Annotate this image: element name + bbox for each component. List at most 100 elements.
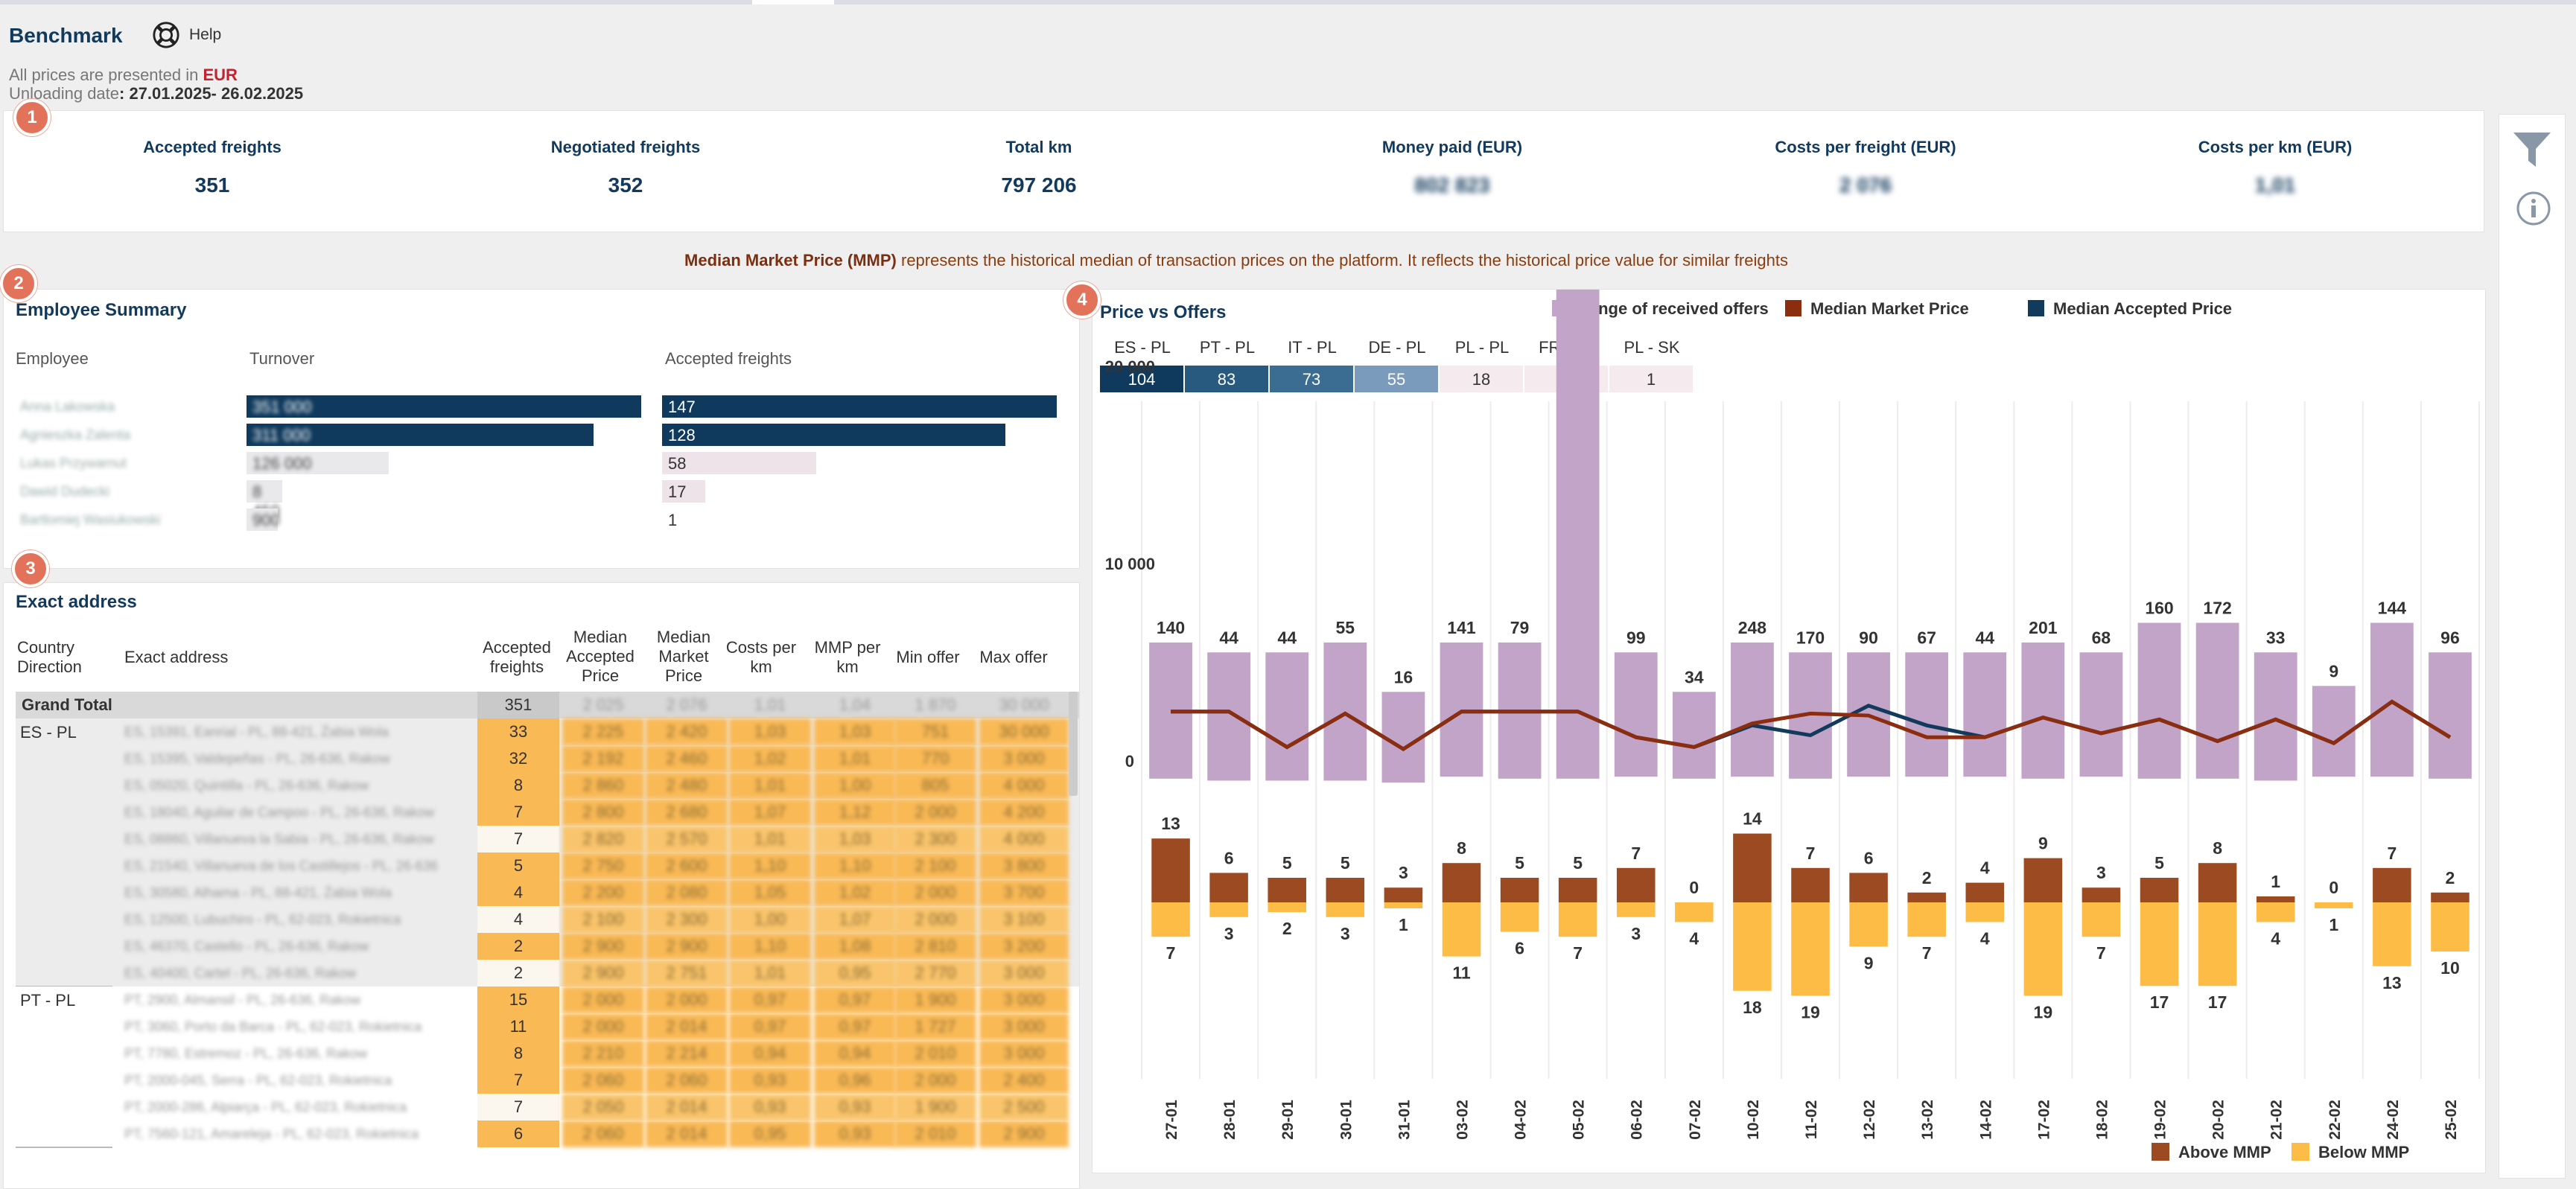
table-row[interactable]: ES, 05020, Quintilla - PL, 26-636, Rakow…: [16, 772, 1079, 799]
above-mmp-bar[interactable]: [1965, 882, 2005, 902]
th-max-offer[interactable]: Max offer: [979, 648, 1048, 666]
offer-range-bar[interactable]: [1207, 652, 1251, 781]
above-mmp-bar[interactable]: [1500, 878, 1539, 902]
offer-range-bar[interactable]: [2021, 643, 2065, 779]
table-row[interactable]: PT, 2900, Almansil - PL, 26-636, Rakow 15…: [16, 986, 1079, 1013]
offer-range-bar[interactable]: [2429, 652, 2472, 779]
above-mmp-bar[interactable]: [2431, 892, 2470, 902]
above-mmp-bar[interactable]: [1268, 878, 1306, 902]
table-row[interactable]: ES, 15391, Eanrial - PL, 88-421, Żabia W…: [16, 718, 1079, 745]
below-mmp-bar[interactable]: [1268, 902, 1306, 913]
th-country-direction[interactable]: Country Direction: [17, 638, 82, 676]
above-mmp-bar[interactable]: [1849, 873, 1888, 902]
table-scrollbar[interactable]: [1069, 692, 1078, 796]
above-mmp-bar[interactable]: [2082, 887, 2121, 902]
offer-range-bar[interactable]: [2079, 652, 2123, 777]
table-row[interactable]: ES, 21540, Villanueva de los Castillejos…: [16, 852, 1079, 879]
turnover-bar[interactable]: 311 000: [247, 424, 594, 446]
table-row[interactable]: PT, 2000-286, Alpiarça - PL, 62-023, Rok…: [16, 1094, 1079, 1121]
above-mmp-bar[interactable]: [1209, 873, 1248, 902]
offer-range-bar[interactable]: [1556, 119, 1600, 779]
below-mmp-bar[interactable]: [2315, 902, 2353, 908]
table-row[interactable]: ES, 12500, Lubuchiro - PL, 62-023, Rokie…: [16, 906, 1079, 933]
above-mmp-bar[interactable]: [2023, 858, 2063, 902]
offer-range-bar[interactable]: [1731, 643, 1774, 777]
accepted-bar[interactable]: 128: [662, 424, 1005, 446]
median-market-price-line[interactable]: [1171, 699, 2452, 752]
below-mmp-bar[interactable]: [2023, 902, 2063, 996]
accepted-bar[interactable]: 58: [662, 452, 816, 474]
table-row[interactable]: ES, 18040, Aguilar de Campoo - PL, 26-63…: [16, 799, 1079, 826]
below-mmp-bar[interactable]: [1209, 902, 1248, 917]
below-mmp-bar[interactable]: [1965, 902, 2005, 922]
below-mmp-bar[interactable]: [1151, 902, 1190, 937]
above-mmp-bar[interactable]: [2198, 863, 2237, 902]
turnover-bar[interactable]: 351 000: [247, 395, 641, 418]
th-accepted-freights[interactable]: Accepted freights: [483, 638, 551, 676]
below-mmp-bar[interactable]: [1442, 902, 1481, 957]
below-mmp-bar[interactable]: [1675, 902, 1714, 922]
above-mmp-bar[interactable]: [1558, 878, 1597, 902]
th-min-offer[interactable]: Min offer: [896, 648, 960, 666]
route-count-box[interactable]: [1100, 366, 1183, 392]
offer-range-bar[interactable]: [1265, 652, 1309, 781]
offer-range-bar[interactable]: [2137, 622, 2181, 779]
above-mmp-bar[interactable]: [1151, 838, 1190, 902]
route-label[interactable]: DE - PL: [1368, 338, 1425, 357]
route-count-box[interactable]: [1270, 366, 1353, 392]
info-icon[interactable]: [2516, 191, 2551, 226]
below-mmp-bar[interactable]: [1326, 902, 1365, 917]
route-count-box[interactable]: [1440, 366, 1523, 392]
below-mmp-bar[interactable]: [2431, 902, 2470, 951]
turnover-bar[interactable]: 8 450: [247, 480, 282, 520]
active-tab[interactable]: [752, 0, 834, 4]
below-mmp-bar[interactable]: [1849, 902, 1888, 947]
help-button[interactable]: Help: [152, 21, 221, 49]
above-mmp-bar[interactable]: [2256, 896, 2295, 902]
below-mmp-bar[interactable]: [1558, 902, 1597, 937]
table-row[interactable]: ES, 08860, Villanueva la Sabia - PL, 26-…: [16, 826, 1079, 852]
route-count-box[interactable]: [1609, 366, 1693, 392]
grand-total-row[interactable]: Grand Total 351 2 025 2 076 1,01 1,04 1 870 30 …: [16, 692, 1079, 718]
below-mmp-bar[interactable]: [2373, 902, 2411, 966]
legend-label[interactable]: Range of received offers: [1577, 299, 1769, 318]
below-mmp-bar[interactable]: [1907, 902, 1946, 937]
route-label[interactable]: PL - PL: [1455, 338, 1510, 357]
offer-range-bar[interactable]: [1381, 692, 1425, 783]
above-mmp-bar[interactable]: [1733, 833, 1772, 902]
below-mmp-bar[interactable]: [1500, 902, 1539, 932]
th-mmp-per-km[interactable]: MMP per km: [814, 638, 881, 676]
accepted-bar[interactable]: 17: [662, 480, 705, 503]
table-row[interactable]: PT, 2000-045, Serra - PL, 62-023, Rokiet…: [16, 1067, 1079, 1094]
offer-range-bar[interactable]: [2195, 622, 2239, 779]
table-row[interactable]: ES, 15395, Valdepeñas - PL, 26-636, Rako…: [16, 745, 1079, 772]
above-mmp-bar[interactable]: [2373, 867, 2411, 902]
below-mmp-bar[interactable]: [1616, 902, 1656, 917]
above-mmp-bar[interactable]: [1442, 863, 1481, 902]
above-mmp-bar[interactable]: [1616, 867, 1656, 902]
below-mmp-bar[interactable]: [2082, 902, 2121, 937]
th-median-market-price[interactable]: Median Market Price: [656, 628, 711, 685]
th-exact-address[interactable]: Exact address: [124, 648, 229, 666]
below-mmp-bar[interactable]: [1384, 902, 1423, 908]
th-median-accepted-price[interactable]: Median Accepted Price: [566, 628, 635, 685]
above-mmp-bar[interactable]: [1326, 878, 1365, 902]
offer-range-bar[interactable]: [1614, 652, 1658, 777]
table-row[interactable]: PT, 3060, Porto da Barca - PL, 62-023, R…: [16, 1013, 1079, 1040]
route-count-box[interactable]: [1355, 366, 1438, 392]
legend-label[interactable]: Median Market Price: [1810, 299, 1969, 318]
route-label[interactable]: PT - PL: [1200, 338, 1255, 357]
accepted-bar[interactable]: 147: [662, 395, 1057, 418]
filter-icon[interactable]: [2511, 130, 2553, 170]
offer-range-bar[interactable]: [1963, 652, 2007, 777]
below-mmp-bar[interactable]: [2256, 902, 2295, 922]
turnover-bar[interactable]: 900: [247, 509, 280, 531]
route-label[interactable]: PL - SK: [1624, 338, 1680, 357]
offer-range-bar[interactable]: [2254, 652, 2297, 781]
below-mmp-bar[interactable]: [2140, 902, 2179, 986]
table-row[interactable]: PT, 7780, Estremoz - PL, 26-636, Rakow 8 2…: [16, 1040, 1079, 1067]
route-label[interactable]: ES - PL: [1114, 338, 1171, 357]
turnover-bar[interactable]: 126 000: [247, 452, 389, 474]
offer-range-bar[interactable]: [1905, 652, 1949, 777]
below-mmp-bar[interactable]: [2198, 902, 2237, 986]
